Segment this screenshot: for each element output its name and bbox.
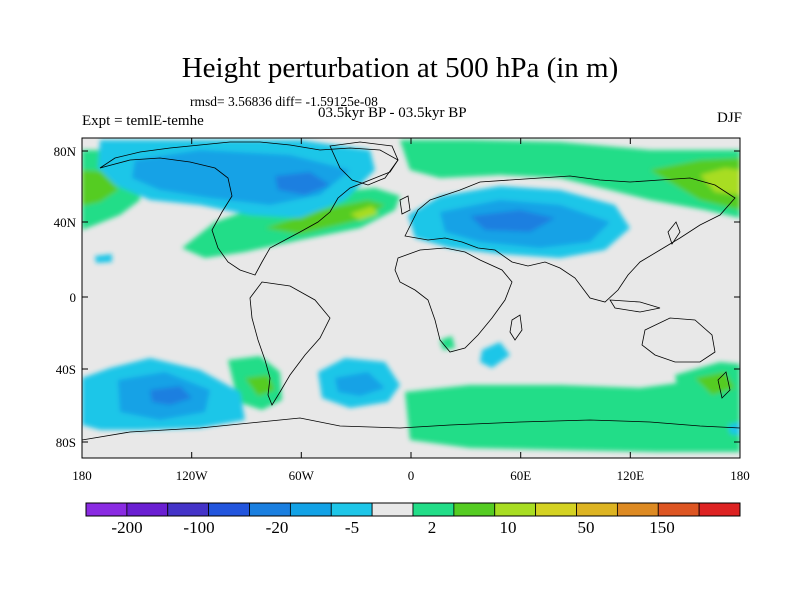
y-tick-labels: 80N 40N 0 40S 80S bbox=[54, 144, 77, 450]
x-tick-label: 60W bbox=[289, 468, 315, 483]
colorbar-swatch bbox=[494, 502, 537, 517]
x-tick-label: 180 bbox=[730, 468, 750, 483]
colorbar-swatch bbox=[657, 502, 700, 517]
colorbar-swatch bbox=[453, 502, 496, 517]
colorbar-label: -5 bbox=[345, 518, 359, 537]
coast-japan bbox=[667, 221, 681, 245]
colorbar-label: 2 bbox=[428, 518, 437, 537]
x-tick-label: 120E bbox=[617, 468, 645, 483]
coast-madagascar bbox=[509, 314, 523, 341]
plot-title: Height perturbation at 500 hPa (in m) bbox=[181, 52, 619, 84]
colorbar-swatch bbox=[85, 502, 128, 517]
north-america-negative-core bbox=[275, 172, 330, 195]
west-pacific-small-positive bbox=[95, 254, 112, 263]
colorbar-swatch bbox=[576, 502, 618, 517]
y-tick-label: 40N bbox=[54, 215, 77, 230]
experiment-label: Expt = temlE-temhe bbox=[82, 113, 204, 129]
north-atlantic-yellow-spot bbox=[350, 206, 378, 220]
antarctic-negative-edge bbox=[728, 422, 740, 435]
colorbar-label: 150 bbox=[649, 518, 675, 537]
x-tick-label: 120W bbox=[176, 468, 209, 483]
colorbar-swatch bbox=[371, 502, 414, 517]
y-tick-label: 40S bbox=[56, 362, 76, 377]
colorbar-swatch bbox=[330, 502, 373, 517]
colorbar-label: 10 bbox=[500, 518, 517, 537]
coast-uk bbox=[399, 195, 411, 215]
coast-indonesia bbox=[609, 299, 661, 313]
colorbar-labels: -200 -100 -20 -5 2 10 50 150 bbox=[111, 518, 674, 537]
x-tick-marks bbox=[81, 138, 741, 458]
colorbar-swatch bbox=[249, 502, 291, 517]
coast-north-america bbox=[99, 141, 399, 276]
new-zealand-positive-core bbox=[695, 372, 735, 395]
colorbar: -200 -100 -20 -5 2 10 50 150 bbox=[85, 502, 741, 537]
indian-ocean-negative-spot bbox=[480, 342, 510, 368]
colorbar-swatch bbox=[289, 502, 332, 517]
y-tick-label: 80N bbox=[54, 144, 77, 159]
season-label: DJF bbox=[716, 110, 742, 126]
colorbar-swatch bbox=[412, 502, 455, 517]
colorbar-frame bbox=[85, 502, 741, 517]
colorbar-label: -20 bbox=[266, 518, 289, 537]
map-plot-area bbox=[82, 138, 740, 458]
coast-eurasia bbox=[404, 175, 736, 303]
coast-new-zealand bbox=[717, 371, 731, 399]
coastlines bbox=[82, 141, 740, 441]
coast-south-america bbox=[249, 281, 331, 406]
siberia-yellow-spot bbox=[700, 168, 740, 195]
south-africa-positive-spot bbox=[440, 336, 455, 350]
x-tick-label: 0 bbox=[408, 468, 415, 483]
south-atlantic-positive-core bbox=[245, 375, 275, 396]
x-tick-labels: 180 120W 60W 0 60E 120E 180 bbox=[72, 468, 750, 483]
coast-antarctica bbox=[82, 417, 740, 441]
height-perturbation-field bbox=[82, 140, 740, 452]
north-atlantic-positive-core bbox=[265, 200, 385, 234]
coast-greenland bbox=[329, 141, 399, 186]
colorbar-swatch bbox=[208, 502, 250, 517]
coast-africa bbox=[394, 247, 513, 353]
period-subtitle: 03.5kyr BP - 03.5kyr BP bbox=[318, 105, 467, 121]
y-tick-label: 0 bbox=[70, 290, 77, 305]
southern-ocean-positive-band bbox=[405, 372, 740, 452]
rmsd-diff-annotation: rmsd= 3.56836 diff= -1.59125e-08 bbox=[190, 94, 378, 109]
y-tick-label: 80S bbox=[56, 435, 76, 450]
colorbar-swatch bbox=[698, 502, 741, 517]
colorbar-swatch bbox=[616, 502, 659, 517]
x-tick-label: 60E bbox=[510, 468, 531, 483]
y-tick-marks bbox=[82, 150, 740, 443]
colorbar-swatches bbox=[85, 502, 741, 517]
colorbar-label: -200 bbox=[111, 518, 142, 537]
south-pacific-negative-core bbox=[150, 386, 192, 405]
coast-australia bbox=[641, 317, 716, 363]
eurasia-negative-core bbox=[470, 210, 555, 232]
colorbar-swatch bbox=[126, 502, 169, 517]
colorbar-label: 50 bbox=[578, 518, 595, 537]
arctic-positive-band bbox=[400, 140, 740, 218]
colorbar-swatch bbox=[535, 502, 577, 517]
x-tick-label: 180 bbox=[72, 468, 92, 483]
colorbar-swatch bbox=[167, 502, 210, 517]
colorbar-label: -100 bbox=[183, 518, 214, 537]
south-atlantic-negative-mid bbox=[335, 372, 385, 396]
